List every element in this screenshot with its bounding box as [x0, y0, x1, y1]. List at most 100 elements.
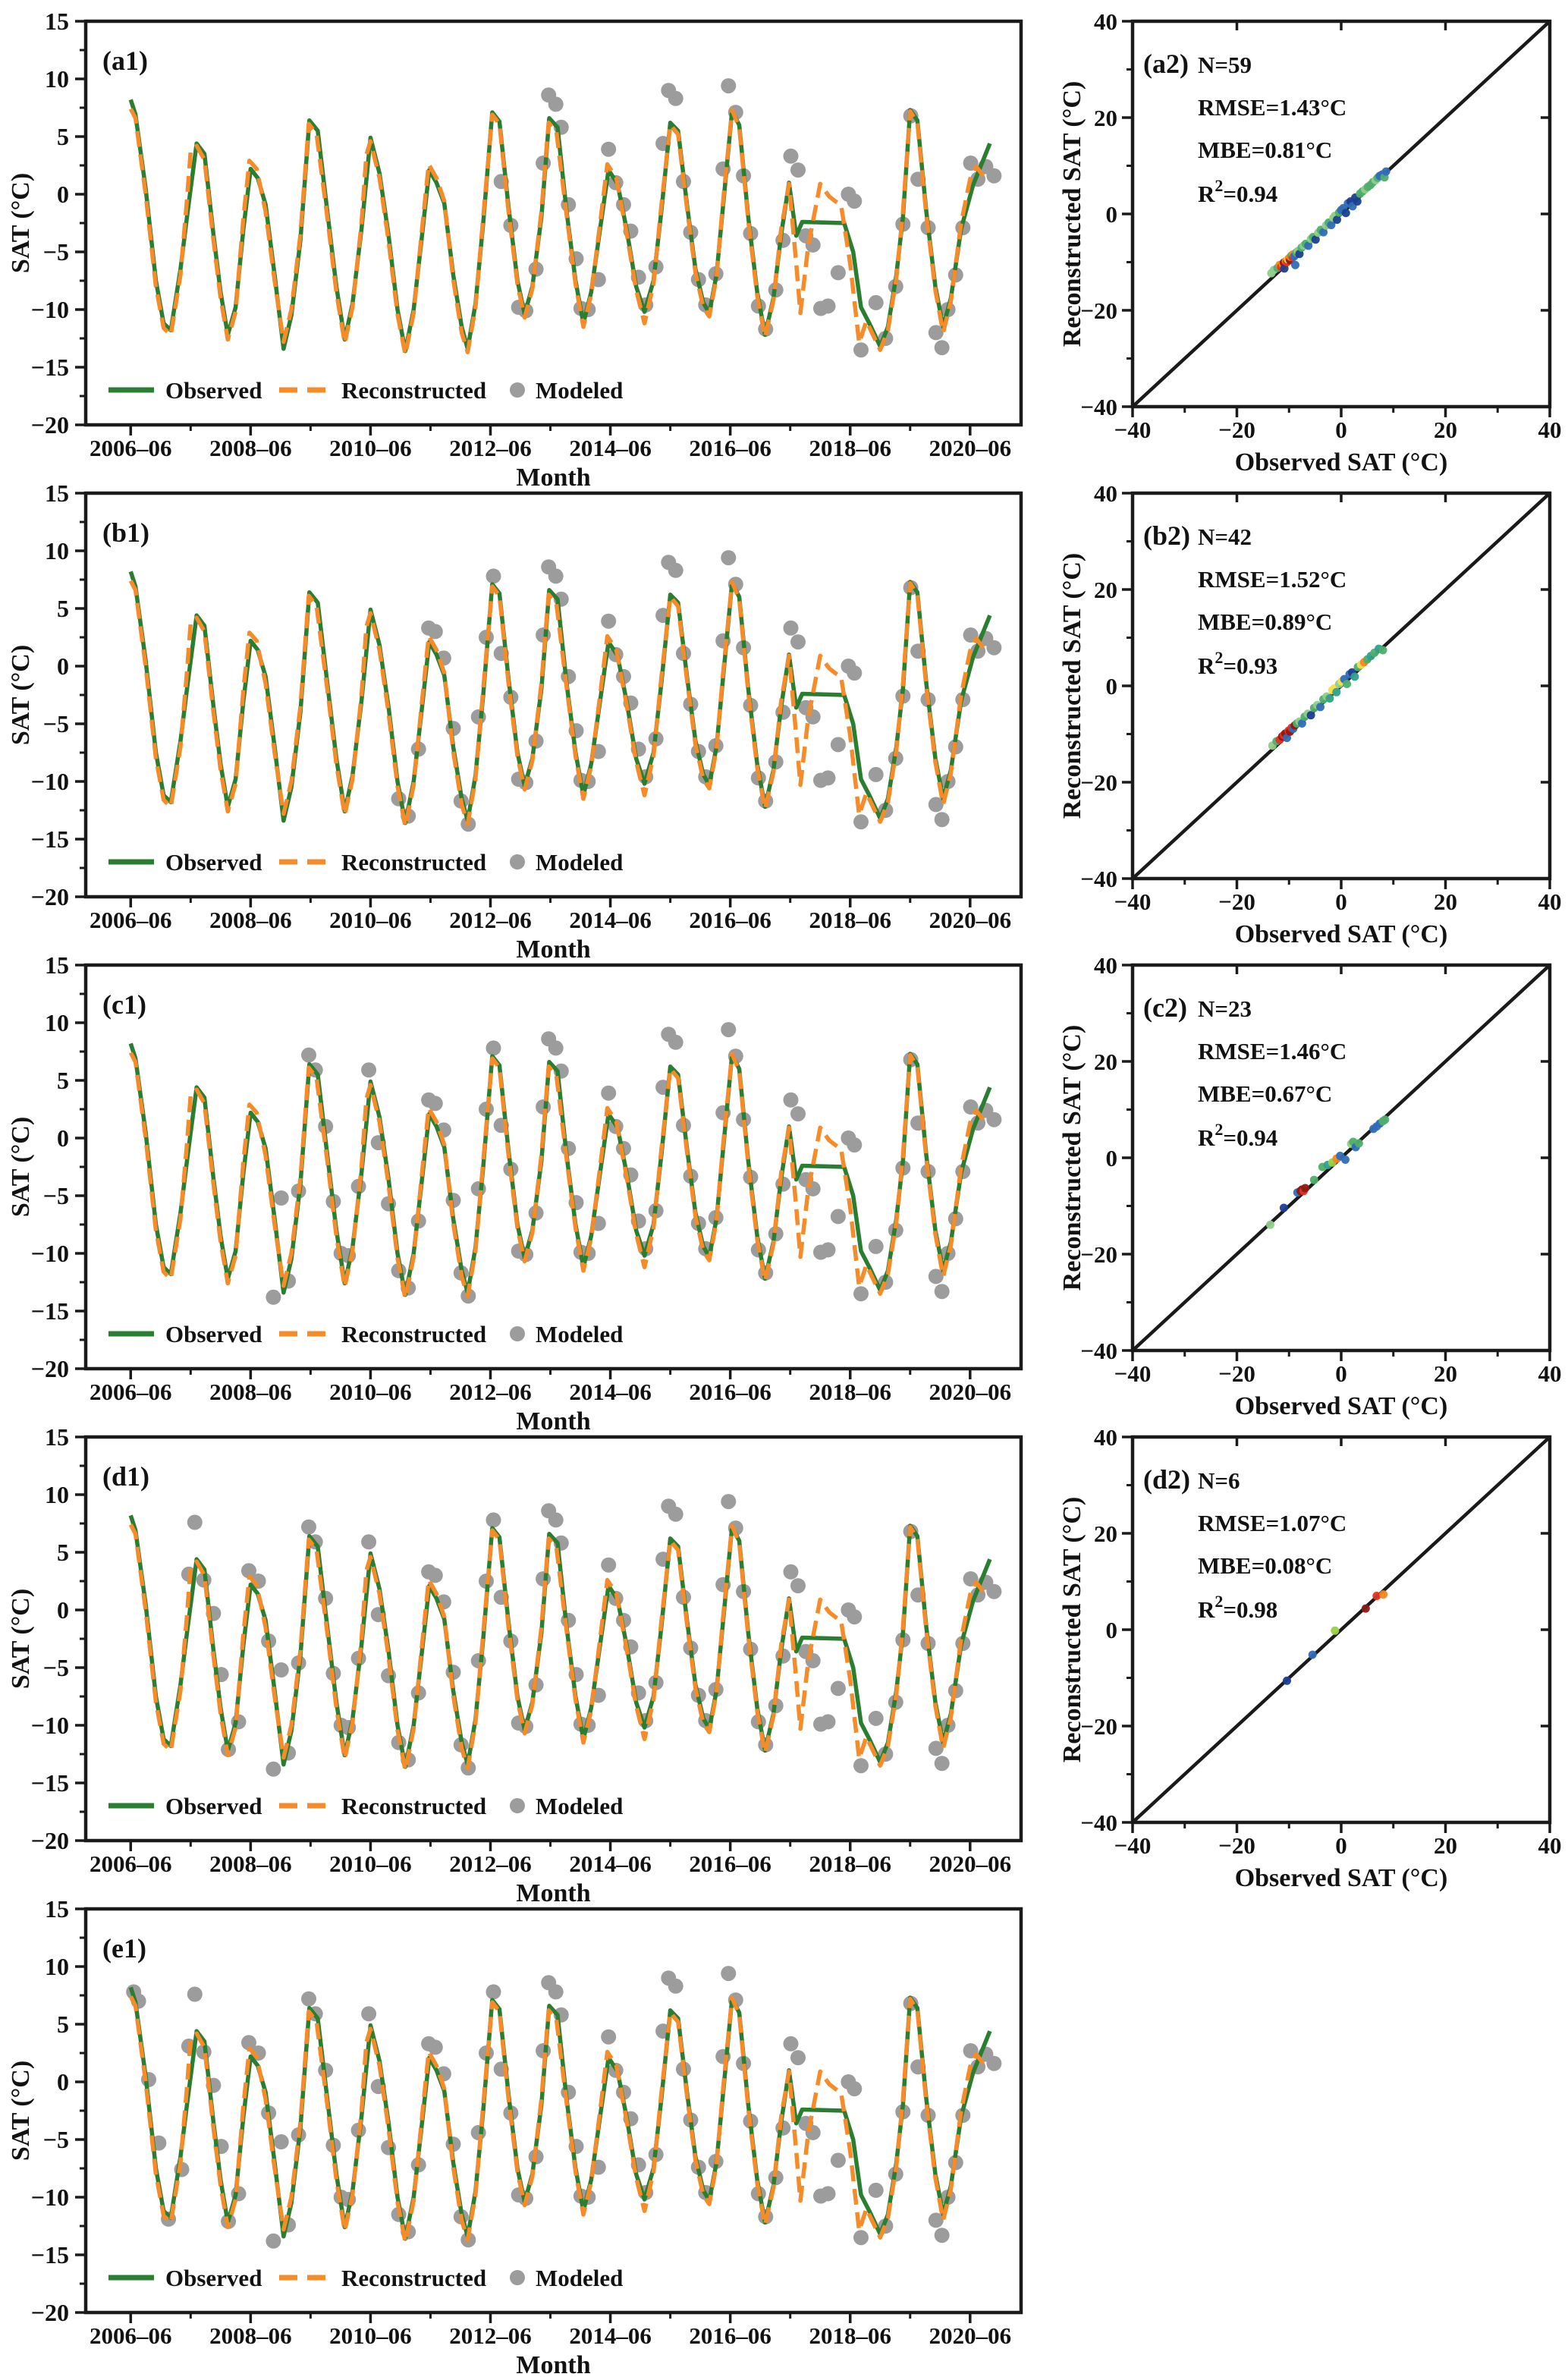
svg-text:−15: −15 — [31, 1769, 69, 1797]
svg-text:−40: −40 — [1080, 394, 1117, 420]
y-axis-label: SAT (°C) — [7, 2061, 35, 2161]
svg-text:−5: −5 — [43, 1182, 69, 1209]
svg-text:40: 40 — [1094, 480, 1117, 507]
svg-text:15: 15 — [45, 1895, 69, 1923]
svg-text:Observed: Observed — [165, 2265, 262, 2291]
svg-text:−40: −40 — [1080, 1338, 1117, 1364]
svg-text:10: 10 — [45, 65, 69, 93]
svg-text:2020–06: 2020–06 — [929, 2322, 1012, 2349]
y-axis: −40 −20 0 20 40 — [1080, 480, 1550, 892]
panel-c1: 15 10 5 0 −5 −10 −15 −20 2006–06 2008–06 2010–06 20… — [0, 944, 1062, 1445]
legend: Observed Reconstructed Modeled — [108, 2265, 623, 2291]
y-axis: −40 −20 0 20 40 — [1080, 8, 1550, 420]
svg-text:Reconstructed: Reconstructed — [341, 1321, 486, 1347]
svg-text:2016–06: 2016–06 — [689, 1379, 771, 1405]
y-axis-label: Reconstructed SAT (°C) — [1058, 81, 1086, 347]
svg-text:N=23: N=23 — [1198, 995, 1252, 1022]
svg-text:2008–06: 2008–06 — [209, 435, 292, 461]
y-axis: 15 10 5 0 −5 −10 −15 −20 — [31, 1895, 86, 2326]
svg-text:2008–06: 2008–06 — [209, 1379, 292, 1405]
svg-text:2006–06: 2006–06 — [90, 2322, 172, 2349]
svg-text:−40: −40 — [1114, 888, 1152, 915]
x-axis: 2006–06 2008–06 2010–06 2012–06 2014–06 2016–… — [90, 425, 1011, 461]
svg-text:40: 40 — [1538, 1360, 1562, 1387]
scatter-points — [1283, 1590, 1388, 1685]
svg-text:−20: −20 — [1218, 1832, 1255, 1859]
svg-text:R2=0.94: R2=0.94 — [1198, 1120, 1277, 1151]
svg-text:20: 20 — [1434, 1832, 1457, 1859]
panel-tag: (a1) — [102, 46, 148, 76]
svg-text:R2=0.93: R2=0.93 — [1198, 648, 1277, 679]
svg-text:2006–06: 2006–06 — [90, 1379, 172, 1405]
svg-text:−20: −20 — [1218, 417, 1255, 443]
y-axis-label: Reconstructed SAT (°C) — [1058, 1497, 1086, 1762]
svg-text:−40: −40 — [1114, 417, 1152, 443]
observed-line — [128, 1514, 992, 1769]
y-axis: 15 10 5 0 −5 −10 −15 −20 — [31, 8, 86, 439]
svg-text:0: 0 — [57, 1596, 69, 1624]
reconstructed-line — [128, 1995, 991, 2245]
svg-text:2010–06: 2010–06 — [329, 2322, 412, 2349]
svg-text:0: 0 — [1335, 1360, 1347, 1387]
svg-text:2020–06: 2020–06 — [929, 907, 1012, 933]
svg-text:−15: −15 — [31, 2241, 69, 2269]
y-axis-label: Reconstructed SAT (°C) — [1058, 553, 1086, 819]
svg-text:−20: −20 — [1080, 297, 1117, 324]
svg-text:2008–06: 2008–06 — [209, 907, 292, 933]
svg-text:−20: −20 — [31, 411, 69, 439]
svg-text:Observed: Observed — [165, 1321, 262, 1347]
svg-text:2012–06: 2012–06 — [449, 435, 532, 461]
svg-text:−20: −20 — [1218, 888, 1255, 915]
svg-text:40: 40 — [1538, 417, 1562, 443]
modeled-points — [181, 1494, 1002, 1777]
svg-text:2020–06: 2020–06 — [929, 435, 1012, 461]
svg-text:20: 20 — [1434, 1360, 1457, 1387]
svg-text:−20: −20 — [1080, 1241, 1117, 1268]
panel-tag: (d2) — [1143, 1464, 1190, 1495]
svg-text:2016–06: 2016–06 — [689, 435, 771, 461]
svg-text:0: 0 — [57, 1124, 69, 1152]
svg-text:2010–06: 2010–06 — [329, 907, 412, 933]
y-axis-label: SAT (°C) — [7, 1589, 35, 1689]
svg-text:0: 0 — [1106, 1617, 1118, 1643]
x-axis: −40 −20 0 20 40 — [1114, 493, 1562, 915]
svg-text:2018–06: 2018–06 — [809, 1379, 891, 1405]
plot-frame — [83, 963, 1023, 1371]
svg-text:−15: −15 — [31, 825, 69, 853]
panel-tag: (c2) — [1143, 992, 1187, 1023]
svg-text:−15: −15 — [31, 1297, 69, 1325]
reconstructed-line — [128, 580, 991, 829]
x-axis-label: Observed SAT (°C) — [1235, 1864, 1448, 1892]
svg-text:20: 20 — [1094, 1520, 1117, 1547]
svg-text:0: 0 — [57, 2068, 69, 2096]
svg-text:N=42: N=42 — [1198, 524, 1252, 550]
panel-tag: (b2) — [1143, 520, 1190, 551]
svg-text:2010–06: 2010–06 — [329, 435, 412, 461]
svg-text:40: 40 — [1094, 8, 1117, 35]
svg-text:15: 15 — [45, 8, 69, 35]
panel-b2: −40 −20 0 20 40 −40 −20 0 20 40 Observed SAT (°C) R… — [1058, 472, 1568, 973]
y-axis-label: SAT (°C) — [7, 1117, 35, 1217]
svg-text:MBE=0.89°C: MBE=0.89°C — [1198, 608, 1332, 635]
svg-text:Modeled: Modeled — [536, 849, 623, 876]
stats-block: N=6 RMSE=1.07°C MBE=0.08°C R2=0.98 — [1198, 1467, 1346, 1623]
scatter-chart-a2: −40 −20 0 20 40 −40 −20 0 20 40 Observed SAT (°C) R… — [1058, 8, 1562, 476]
svg-text:2020–06: 2020–06 — [929, 1850, 1012, 1877]
reconstructed-line — [128, 1523, 991, 1773]
svg-text:Modeled: Modeled — [536, 2265, 623, 2291]
panel-tag: (c1) — [102, 989, 146, 1020]
scatter-chart-d2: −40 −20 0 20 40 −40 −20 0 20 40 Observed SAT (°C) R… — [1058, 1424, 1562, 1892]
svg-text:40: 40 — [1094, 952, 1117, 979]
scatter-points — [1267, 167, 1390, 278]
svg-text:2008–06: 2008–06 — [209, 2322, 292, 2349]
svg-text:2016–06: 2016–06 — [689, 1850, 771, 1877]
svg-text:−10: −10 — [31, 1712, 69, 1739]
svg-text:20: 20 — [1094, 1049, 1117, 1075]
svg-text:Reconstructed: Reconstructed — [341, 849, 486, 876]
svg-text:2012–06: 2012–06 — [449, 1379, 532, 1405]
x-axis: −40 −20 0 20 40 — [1114, 1437, 1562, 1859]
observed-line — [128, 1986, 992, 2241]
